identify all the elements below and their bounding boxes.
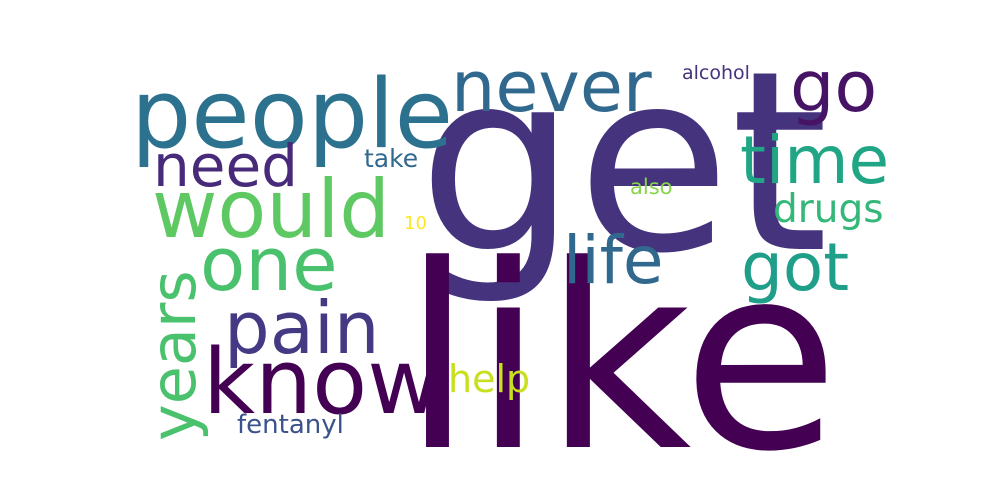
word-help: help (448, 357, 531, 401)
word-got: got (741, 229, 850, 306)
word-drugs: drugs (773, 187, 884, 232)
word-life: life (563, 222, 664, 299)
word-need: need (153, 132, 298, 200)
word-one: one (200, 222, 338, 308)
word-also: also (630, 175, 673, 199)
word-like: like (402, 211, 840, 500)
word-time: time (740, 122, 890, 199)
word-10: 10 (404, 213, 427, 234)
word-go: go (790, 46, 878, 128)
word-would: would (152, 163, 391, 256)
word-fentanyl: fentanyl (237, 410, 344, 440)
word-alcohol: alcohol (682, 62, 750, 84)
word-take: take (364, 144, 419, 173)
word-years: years (137, 270, 210, 441)
word-people: people (131, 60, 454, 170)
word-know: know (203, 330, 441, 435)
word-pain: pain (224, 286, 380, 370)
word-get: get (418, 17, 829, 308)
word-never: never (451, 46, 652, 128)
